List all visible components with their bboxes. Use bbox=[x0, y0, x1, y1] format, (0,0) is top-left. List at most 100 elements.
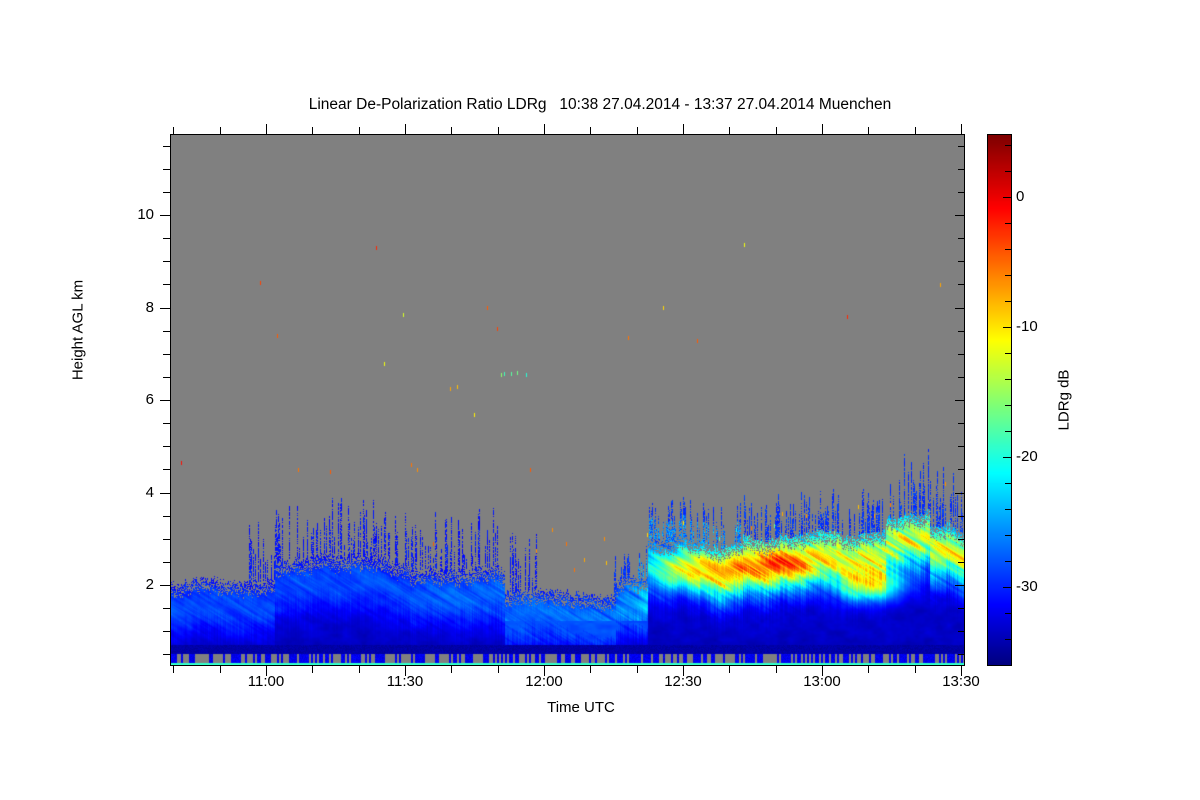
x-tick-label: 11:30 bbox=[386, 673, 424, 690]
x-tick-label: 11:00 bbox=[247, 673, 285, 690]
x-tick-minor bbox=[590, 666, 592, 673]
y-tick-minor bbox=[163, 330, 170, 332]
x-tick-major bbox=[961, 666, 962, 676]
y-tick-minor bbox=[163, 469, 170, 471]
x-tick-label: 12:30 bbox=[664, 673, 702, 690]
colorbar-tick-minor bbox=[1005, 301, 1011, 302]
y-tick-minor bbox=[163, 654, 170, 656]
y-tick-minor-right bbox=[958, 631, 965, 633]
colorbar-tick-minor bbox=[1005, 145, 1011, 146]
colorbar-gradient bbox=[988, 135, 1011, 665]
heatmap-canvas bbox=[171, 135, 964, 665]
colorbar-tick-label: -10 bbox=[1016, 318, 1038, 335]
x-tick-major bbox=[266, 666, 267, 676]
y-tick-major-right bbox=[955, 585, 965, 586]
y-tick-major-right bbox=[955, 400, 965, 401]
x-axis-label: Time UTC bbox=[547, 699, 615, 716]
x-tick-minor bbox=[173, 666, 175, 673]
y-tick-minor-right bbox=[958, 608, 965, 610]
y-tick-minor bbox=[163, 145, 170, 147]
x-tick-minor bbox=[868, 666, 870, 673]
y-tick-major bbox=[160, 493, 170, 494]
x-tick-minor-top bbox=[451, 127, 453, 134]
page-title: Linear De-Polarization Ratio LDRg 10:38 … bbox=[308, 96, 892, 113]
y-tick-minor bbox=[163, 238, 170, 240]
y-tick-label: 10 bbox=[137, 206, 154, 223]
x-tick-minor-top bbox=[219, 127, 221, 134]
plot-area bbox=[170, 134, 965, 666]
colorbar-tick-minor bbox=[1005, 171, 1011, 172]
y-tick-major-right bbox=[955, 493, 965, 494]
colorbar-tick-minor bbox=[1005, 639, 1011, 640]
colorbar-tick-minor bbox=[1005, 483, 1011, 484]
x-tick-minor-top bbox=[868, 127, 870, 134]
x-tick-minor-top bbox=[590, 127, 592, 134]
colorbar-tick-minor bbox=[1005, 535, 1011, 536]
y-tick-major-right bbox=[955, 308, 965, 309]
y-tick-minor-right bbox=[958, 353, 965, 355]
x-tick-minor bbox=[219, 666, 221, 673]
colorbar-tick-label: 0 bbox=[1016, 188, 1025, 205]
y-tick-minor-right bbox=[958, 238, 965, 240]
y-tick-major bbox=[160, 215, 170, 216]
colorbar-tick-minor bbox=[1005, 509, 1011, 510]
colorbar-tick-minor bbox=[1005, 431, 1011, 432]
x-tick-major-top bbox=[822, 124, 823, 134]
x-tick-major-top bbox=[683, 124, 684, 134]
x-tick-label: 13:00 bbox=[803, 673, 841, 690]
x-tick-minor-top bbox=[636, 127, 638, 134]
y-tick-major bbox=[160, 308, 170, 309]
y-tick-minor bbox=[163, 538, 170, 540]
x-tick-minor bbox=[312, 666, 314, 673]
y-tick-minor-right bbox=[958, 469, 965, 471]
y-tick-minor bbox=[163, 561, 170, 563]
y-tick-major bbox=[160, 400, 170, 401]
x-tick-minor-top bbox=[729, 127, 731, 134]
y-tick-minor-right bbox=[958, 654, 965, 656]
colorbar-tick-minor bbox=[1005, 275, 1011, 276]
colorbar-tick-minor bbox=[1005, 405, 1011, 406]
x-tick-minor-top bbox=[312, 127, 314, 134]
y-axis-label: Height AGL km bbox=[69, 279, 87, 381]
y-tick-minor bbox=[163, 423, 170, 425]
y-tick-minor-right bbox=[958, 423, 965, 425]
colorbar-tick-minor bbox=[1005, 561, 1011, 562]
y-tick-minor-right bbox=[958, 446, 965, 448]
x-tick-minor-top bbox=[497, 127, 499, 134]
y-tick-minor-right bbox=[958, 145, 965, 147]
y-tick-minor bbox=[163, 191, 170, 193]
colorbar-tick-minor bbox=[1005, 353, 1011, 354]
y-tick-minor bbox=[163, 284, 170, 286]
colorbar-tick-minor bbox=[1005, 249, 1011, 250]
x-tick-major-top bbox=[544, 124, 545, 134]
colorbar-tick-major bbox=[1003, 457, 1011, 458]
x-tick-minor bbox=[497, 666, 499, 673]
y-tick-label: 6 bbox=[145, 391, 154, 408]
y-tick-minor-right bbox=[958, 561, 965, 563]
x-tick-minor bbox=[636, 666, 638, 673]
y-tick-minor bbox=[163, 261, 170, 263]
x-tick-major bbox=[544, 666, 545, 676]
y-tick-minor bbox=[163, 376, 170, 378]
x-tick-major bbox=[822, 666, 823, 676]
x-tick-minor-top bbox=[358, 127, 360, 134]
colorbar-tick-minor bbox=[1005, 379, 1011, 380]
y-tick-minor-right bbox=[958, 191, 965, 193]
colorbar bbox=[987, 134, 1012, 666]
y-tick-minor bbox=[163, 515, 170, 517]
colorbar-tick-minor bbox=[1005, 223, 1011, 224]
colorbar-tick-major bbox=[1003, 197, 1011, 198]
y-tick-label: 4 bbox=[145, 484, 154, 501]
y-tick-major-right bbox=[955, 215, 965, 216]
x-tick-label: 12:00 bbox=[525, 673, 563, 690]
x-tick-major-top bbox=[266, 124, 267, 134]
y-tick-minor bbox=[163, 608, 170, 610]
x-tick-minor bbox=[358, 666, 360, 673]
y-tick-minor-right bbox=[958, 330, 965, 332]
y-tick-minor bbox=[163, 353, 170, 355]
x-tick-minor-top bbox=[914, 127, 916, 134]
x-tick-major-top bbox=[961, 124, 962, 134]
x-tick-label: 13:30 bbox=[942, 673, 980, 690]
colorbar-tick-label: -30 bbox=[1016, 578, 1038, 595]
